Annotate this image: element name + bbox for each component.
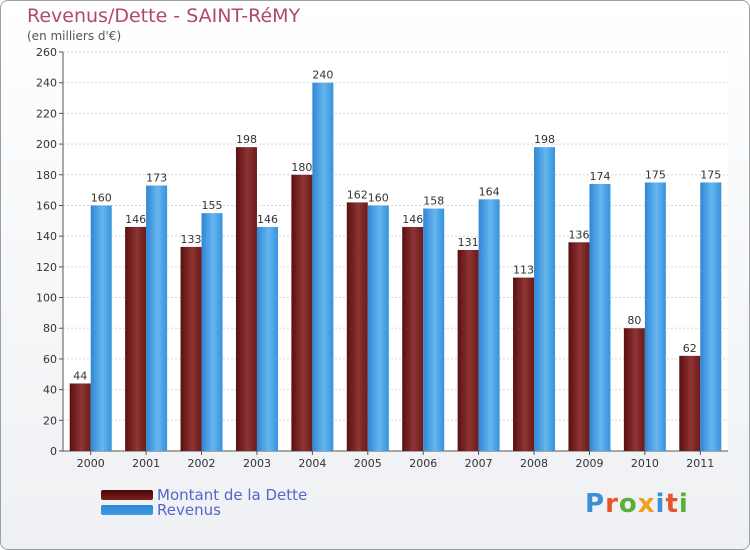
chart-subtitle: (en milliers d'€)	[27, 29, 122, 43]
legend-label-revenus: Revenus	[157, 500, 221, 519]
legend-item-revenus: Revenus	[101, 500, 307, 519]
bar-dette	[346, 202, 368, 451]
bar-dette	[125, 226, 147, 451]
legend-swatch-revenus	[101, 504, 153, 515]
bar-revenus	[423, 208, 445, 451]
y-tick-label: 80	[43, 322, 57, 335]
bar-dette	[235, 147, 257, 451]
data-label: 175	[700, 168, 721, 181]
y-tick-label: 120	[36, 261, 57, 274]
bar-revenus	[90, 205, 112, 451]
data-label: 80	[627, 314, 641, 327]
bar-revenus	[644, 182, 666, 451]
data-label: 146	[257, 213, 278, 226]
logo-letter: x	[637, 489, 656, 519]
x-tick-label: 2001	[132, 457, 160, 470]
x-tick-label: 2007	[465, 457, 493, 470]
bar-dette	[623, 328, 645, 451]
x-tick-label: 2003	[243, 457, 271, 470]
y-tick-label: 20	[43, 414, 57, 427]
bar-revenus	[146, 185, 168, 451]
y-tick-label: 240	[36, 77, 57, 90]
legend-label-dette: Montant de la Dette	[157, 485, 308, 504]
bar-revenus	[201, 213, 223, 451]
data-label: 174	[589, 170, 610, 183]
bar-dette	[457, 249, 479, 451]
logo-letter: t	[665, 489, 679, 519]
chart-title: Revenus/Dette - SAINT-RéMY	[27, 5, 301, 27]
y-tick-label: 220	[36, 107, 57, 120]
x-tick-label: 2005	[354, 457, 382, 470]
data-label: 175	[645, 168, 666, 181]
logo-letter: P	[585, 489, 606, 519]
legend-item-dette: Montant de la Dette	[101, 485, 308, 504]
bar-dette	[291, 174, 313, 451]
plot-area	[63, 52, 728, 451]
x-tick-label: 2008	[520, 457, 548, 470]
data-label: 113	[513, 264, 534, 277]
bar-dette	[180, 246, 202, 451]
data-label: 146	[125, 213, 146, 226]
data-label: 162	[347, 188, 368, 201]
bar-revenus	[478, 199, 500, 451]
data-label: 158	[423, 195, 444, 208]
data-label: 133	[181, 233, 202, 246]
data-label: 146	[402, 213, 423, 226]
bar-revenus	[700, 182, 722, 451]
bar-revenus	[589, 183, 611, 451]
data-label: 160	[91, 191, 112, 204]
legend: Montant de la Dette Revenus	[101, 485, 308, 519]
y-tick-label: 260	[36, 46, 57, 59]
bar-revenus	[256, 226, 278, 451]
data-label: 240	[312, 69, 333, 82]
y-tick-label: 60	[43, 353, 57, 366]
bar-dette	[679, 355, 701, 451]
data-label: 173	[146, 172, 167, 185]
data-label: 155	[202, 199, 223, 212]
bar-dette	[402, 226, 424, 451]
proxiti-logo: Proxiti	[585, 489, 689, 519]
legend-swatch-dette	[101, 489, 153, 500]
bar-revenus	[367, 205, 389, 451]
bar-dette	[69, 383, 91, 451]
y-tick-label: 200	[36, 138, 57, 151]
logo-letter: i	[678, 489, 689, 519]
x-tick-label: 2006	[409, 457, 437, 470]
y-tick-label: 180	[36, 169, 57, 182]
logo-letter: i	[655, 489, 666, 519]
y-tick-label: 40	[43, 384, 57, 397]
y-tick-label: 100	[36, 292, 57, 305]
bar-dette	[513, 277, 535, 451]
data-label: 62	[683, 342, 697, 355]
logo-letter: r	[605, 489, 619, 519]
data-label: 44	[73, 369, 87, 382]
data-label: 164	[479, 185, 500, 198]
bar-dette	[568, 242, 590, 451]
x-tick-label: 2010	[631, 457, 659, 470]
y-tick-label: 160	[36, 199, 57, 212]
logo-letter: o	[618, 489, 638, 519]
data-label: 198	[534, 133, 555, 146]
y-tick-label: 0	[50, 445, 57, 458]
bar-revenus	[534, 147, 556, 451]
data-label: 160	[368, 191, 389, 204]
data-label: 136	[568, 228, 589, 241]
x-tick-label: 2000	[77, 457, 105, 470]
x-tick-label: 2004	[298, 457, 326, 470]
bar-revenus	[312, 82, 334, 451]
data-label: 180	[291, 161, 312, 174]
data-label: 198	[236, 133, 257, 146]
x-tick-label: 2002	[188, 457, 216, 470]
y-tick-label: 140	[36, 230, 57, 243]
x-tick-label: 2011	[686, 457, 714, 470]
data-label: 131	[458, 236, 479, 249]
x-tick-label: 2009	[575, 457, 603, 470]
